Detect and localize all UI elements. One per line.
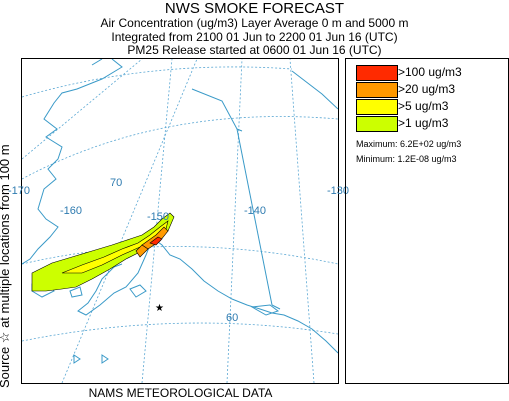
legend-label-100: >100 ug/m3 <box>398 65 462 79</box>
data-source-footer: NAMS METEOROLOGICAL DATA <box>88 386 273 400</box>
legend-panel: >100 ug/m3 >20 ug/m3 >5 ug/m3 >1 ug/m3 M… <box>345 58 509 384</box>
coastline <box>21 58 339 364</box>
lon-label-160: -160 <box>60 205 83 217</box>
legend-label-1: >1 ug/m3 <box>398 116 449 130</box>
island-d <box>101 354 109 364</box>
island-kodiak-east <box>250 304 280 316</box>
subtitle-release: PM25 Release started at 0600 01 Jun 16 (… <box>127 43 382 57</box>
border-joint <box>271 304 281 310</box>
canada-coast <box>291 70 339 110</box>
lat-line-70 <box>21 116 339 180</box>
legend-label-5: >5 ug/m3 <box>398 99 449 113</box>
contour-100ugm3 <box>149 236 163 246</box>
map-panel: 70 60 -170 -160 -150 -140 -130 ★ <box>8 58 349 384</box>
chart-title: NWS SMOKE FORECAST <box>164 0 345 17</box>
lat-line-60 <box>21 322 339 342</box>
contour-5ugm3 <box>61 220 169 274</box>
gulf-coast <box>153 238 339 354</box>
island-b <box>69 286 83 298</box>
smoke-plume <box>31 212 175 292</box>
legend-swatch-5 <box>356 99 398 115</box>
lon-line-170 <box>21 58 143 160</box>
north-slope-coast <box>191 88 238 130</box>
source-star-icon: ★ <box>155 303 164 314</box>
legend-label-20: >20 ug/m3 <box>398 82 456 96</box>
lon-label-130: -130 <box>327 185 350 197</box>
subtitle-concentration: Air Concentration (ug/m3) Layer Average … <box>100 16 409 30</box>
west-coast <box>21 58 123 265</box>
lon-label-150: -150 <box>147 211 170 223</box>
lon-line-140 <box>226 58 243 384</box>
island-c <box>73 354 81 364</box>
min-concentration: Minimum: 1.2E-08 ug/m3 <box>356 154 457 164</box>
contour-1ugm3 <box>31 212 175 292</box>
max-concentration: Maximum: 6.2E+02 ug/m3 <box>356 139 462 149</box>
north-coast-stub <box>91 58 103 66</box>
legend-swatch-1 <box>356 116 398 132</box>
lat-label-70: 70 <box>110 177 123 189</box>
lon-label-170: -170 <box>8 185 31 197</box>
lon-label-140: -140 <box>244 205 267 217</box>
lat-line-70n <box>21 66 293 98</box>
graticule <box>21 58 339 384</box>
lon-line-160 <box>61 58 198 384</box>
lon-line-130 <box>289 58 315 384</box>
peninsula <box>77 238 155 316</box>
island-kodiak <box>129 284 147 298</box>
source-location-label: Source ☆ at multiple locations from 100 … <box>0 144 12 388</box>
contour-20ugm3-west <box>135 244 149 258</box>
lat-label-60: 60 <box>226 312 239 324</box>
legend-swatch-20 <box>356 82 398 98</box>
subtitle-integration: Integrated from 2100 01 Jun to 2200 01 J… <box>111 30 398 44</box>
mackenzie-stub <box>236 128 243 132</box>
legend-swatch-100 <box>356 65 398 81</box>
map-canvas <box>21 58 339 384</box>
border-141w <box>236 128 273 306</box>
